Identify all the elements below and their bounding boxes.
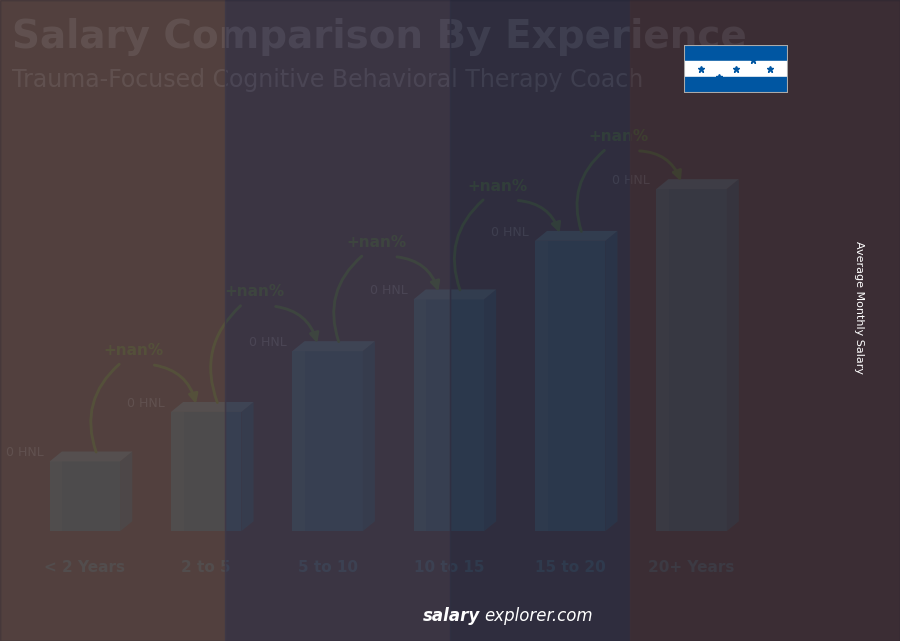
Polygon shape [171, 402, 254, 412]
Text: 20+ Years: 20+ Years [648, 560, 734, 576]
Polygon shape [50, 462, 120, 531]
Polygon shape [292, 341, 374, 351]
Text: 0 HNL: 0 HNL [248, 336, 286, 349]
Polygon shape [292, 351, 305, 531]
Text: Salary Comparison By Experience: Salary Comparison By Experience [12, 18, 747, 56]
Bar [684, 45, 788, 61]
Bar [0, 0, 225, 641]
Text: +nan%: +nan% [346, 235, 406, 250]
Polygon shape [535, 231, 617, 241]
Polygon shape [535, 241, 606, 531]
Polygon shape [292, 351, 363, 531]
Text: 0 HNL: 0 HNL [612, 174, 650, 187]
Polygon shape [414, 299, 427, 531]
Text: Average Monthly Salary: Average Monthly Salary [854, 241, 865, 374]
Polygon shape [726, 179, 739, 531]
Bar [225, 0, 450, 641]
Text: 5 to 10: 5 to 10 [298, 560, 357, 576]
Text: +nan%: +nan% [589, 129, 649, 144]
Text: 0 HNL: 0 HNL [127, 397, 165, 410]
Polygon shape [606, 231, 617, 531]
Polygon shape [414, 299, 484, 531]
Polygon shape [484, 290, 496, 531]
Bar [684, 77, 788, 93]
Polygon shape [171, 412, 184, 531]
Text: +nan%: +nan% [104, 343, 164, 358]
Text: 0 HNL: 0 HNL [491, 226, 529, 238]
Polygon shape [656, 189, 669, 531]
Text: 0 HNL: 0 HNL [370, 284, 408, 297]
Bar [450, 0, 630, 641]
Text: explorer.com: explorer.com [484, 607, 593, 625]
Polygon shape [50, 451, 132, 462]
Polygon shape [171, 412, 241, 531]
Text: +nan%: +nan% [467, 179, 527, 194]
Text: +nan%: +nan% [225, 285, 284, 299]
Polygon shape [656, 179, 739, 189]
Polygon shape [363, 341, 374, 531]
Polygon shape [50, 462, 62, 531]
Polygon shape [120, 451, 132, 531]
Text: 0 HNL: 0 HNL [6, 446, 44, 459]
Bar [630, 0, 900, 641]
Bar [684, 61, 788, 77]
Polygon shape [656, 189, 726, 531]
Text: Trauma-Focused Cognitive Behavioral Therapy Coach: Trauma-Focused Cognitive Behavioral Ther… [12, 67, 644, 92]
Text: 15 to 20: 15 to 20 [535, 560, 606, 576]
Text: salary: salary [423, 607, 481, 625]
Polygon shape [535, 241, 547, 531]
Polygon shape [241, 402, 254, 531]
Polygon shape [414, 290, 496, 299]
Text: 10 to 15: 10 to 15 [414, 560, 484, 576]
Text: 2 to 5: 2 to 5 [182, 560, 231, 576]
Text: < 2 Years: < 2 Years [44, 560, 125, 576]
